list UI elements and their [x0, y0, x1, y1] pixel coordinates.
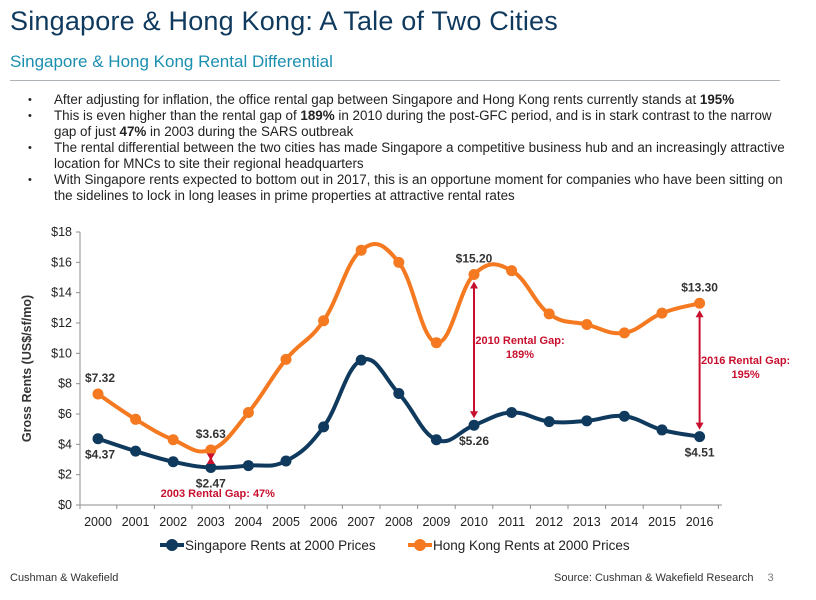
- x-tick-label: 2009: [422, 515, 450, 529]
- hong-kong-data-point: [393, 256, 405, 268]
- hong-kong-data-point: [694, 297, 706, 309]
- bullet-item: The rental differential between the two …: [26, 140, 786, 172]
- hong-kong-data-point: [355, 244, 367, 256]
- x-tick-label: 2011: [498, 515, 525, 529]
- y-tick-label: $14: [51, 286, 72, 300]
- singapore-data-point: [92, 433, 104, 445]
- title-divider: [10, 80, 780, 81]
- hong-kong-data-point: [280, 353, 292, 365]
- y-tick-label: $4: [58, 437, 72, 451]
- singapore-data-point: [355, 354, 367, 366]
- gap-arrow-head: [695, 422, 704, 430]
- data-label: $2.47: [196, 477, 226, 491]
- singapore-data-point: [581, 415, 593, 427]
- page-number: 3: [767, 572, 774, 584]
- data-label: $4.37: [85, 448, 115, 462]
- gap-annotation-label: 195%: [732, 369, 760, 381]
- x-tick-label: 2015: [648, 515, 676, 529]
- x-tick-label: 2007: [347, 515, 375, 529]
- data-label: $4.51: [685, 446, 715, 460]
- rental-chart: $0 $2 $4 $6 $8 $10 $12 $14 $16 $18 Gross Rents (US…: [20, 225, 790, 553]
- bullet-item: After adjusting for inflation, the offic…: [26, 92, 786, 108]
- hong-kong-data-point: [506, 265, 518, 277]
- bullet-list: After adjusting for inflation, the offic…: [26, 92, 786, 204]
- singapore-data-point: [656, 424, 668, 436]
- hong-kong-data-point: [543, 308, 555, 320]
- x-tick-label: 2002: [159, 515, 187, 529]
- x-tick-label: 2000: [84, 515, 112, 529]
- data-label: $13.30: [681, 280, 718, 294]
- x-tick-label: 2012: [535, 515, 563, 529]
- singapore-data-point: [430, 434, 442, 446]
- singapore-data-point: [130, 445, 142, 457]
- bullet-item: With Singapore rents expected to bottom …: [26, 172, 786, 204]
- singapore-data-point: [506, 406, 518, 418]
- singapore-data-point: [318, 421, 330, 433]
- data-label: $7.32: [85, 371, 115, 385]
- x-tick-label: 2016: [686, 515, 714, 529]
- hong-kong-legend-label: Hong Kong Rents at 2000 Prices: [433, 538, 630, 553]
- x-tick-label: 2005: [272, 515, 300, 529]
- y-tick-label: $18: [51, 225, 72, 239]
- gap-arrow-head: [470, 281, 478, 289]
- gap-annotation-label: 189%: [506, 349, 534, 361]
- y-tick-label: $16: [51, 255, 72, 269]
- gap-annotation-label: 2010 Rental Gap:: [475, 335, 564, 347]
- singapore-legend-swatch-marker: [166, 539, 178, 551]
- singapore-data-point: [205, 462, 217, 474]
- singapore-data-point: [543, 416, 555, 428]
- x-tick-label: 2004: [234, 515, 262, 529]
- x-tick-label: 2001: [122, 515, 150, 529]
- data-label: $5.26: [459, 434, 489, 448]
- singapore-data-point: [393, 388, 405, 400]
- y-tick-label: $12: [51, 316, 72, 330]
- hong-kong-data-point: [167, 434, 179, 446]
- hong-kong-data-point: [581, 319, 593, 331]
- singapore-data-point: [280, 455, 292, 467]
- footer-brand: Cushman & Wakefield: [10, 572, 119, 584]
- x-tick-label: 2014: [610, 515, 638, 529]
- hong-kong-series-line: [96, 242, 702, 454]
- x-tick-label: 2013: [573, 515, 601, 529]
- y-axis-title: Gross Rents (US$/sf/mo): [20, 295, 34, 442]
- page-title: Singapore & Hong Kong: A Tale of Two Cit…: [10, 6, 558, 36]
- singapore-legend-label: Singapore Rents at 2000 Prices: [185, 538, 376, 553]
- singapore-data-point: [167, 456, 179, 468]
- y-tick-label: $8: [58, 377, 72, 391]
- singapore-data-point: [468, 419, 480, 431]
- x-tick-label: 2006: [310, 515, 338, 529]
- hong-kong-data-point: [618, 327, 630, 339]
- x-tick-label: 2008: [385, 515, 413, 529]
- y-tick-label: $2: [58, 468, 72, 482]
- page-subtitle: Singapore & Hong Kong Rental Differentia…: [10, 52, 333, 71]
- singapore-data-point: [242, 460, 254, 472]
- hong-kong-data-point: [205, 444, 217, 456]
- bullet-item: This is even higher than the rental gap …: [26, 108, 786, 140]
- x-tick-label: 2003: [197, 515, 225, 529]
- hong-kong-legend-swatch-marker: [414, 539, 426, 551]
- footer-source: Source: Cushman & Wakefield Research 3: [554, 572, 774, 584]
- hong-kong-data-point: [468, 268, 480, 280]
- gap-arrow-head: [206, 453, 215, 461]
- y-tick-label: $0: [58, 498, 72, 512]
- data-label: $3.63: [196, 427, 226, 441]
- gap-arrow-head: [470, 411, 478, 419]
- gap-annotation-label: 2003 Rental Gap: 47%: [161, 488, 276, 500]
- singapore-series-line: [96, 357, 702, 470]
- data-label: $15.20: [456, 251, 493, 265]
- hong-kong-data-point: [430, 337, 442, 349]
- hong-kong-data-point: [130, 413, 142, 425]
- y-tick-label: $6: [58, 407, 72, 421]
- singapore-data-point: [618, 410, 630, 422]
- hong-kong-data-point: [318, 315, 330, 327]
- gap-annotation-label: 2016 Rental Gap:: [701, 355, 790, 367]
- singapore-data-point: [694, 431, 706, 443]
- hong-kong-data-point: [242, 406, 254, 418]
- gap-arrow-head: [695, 310, 704, 318]
- y-tick-label: $10: [51, 346, 72, 360]
- x-tick-label: 2010: [460, 515, 488, 529]
- hong-kong-data-point: [656, 307, 668, 319]
- hong-kong-data-point: [92, 388, 104, 400]
